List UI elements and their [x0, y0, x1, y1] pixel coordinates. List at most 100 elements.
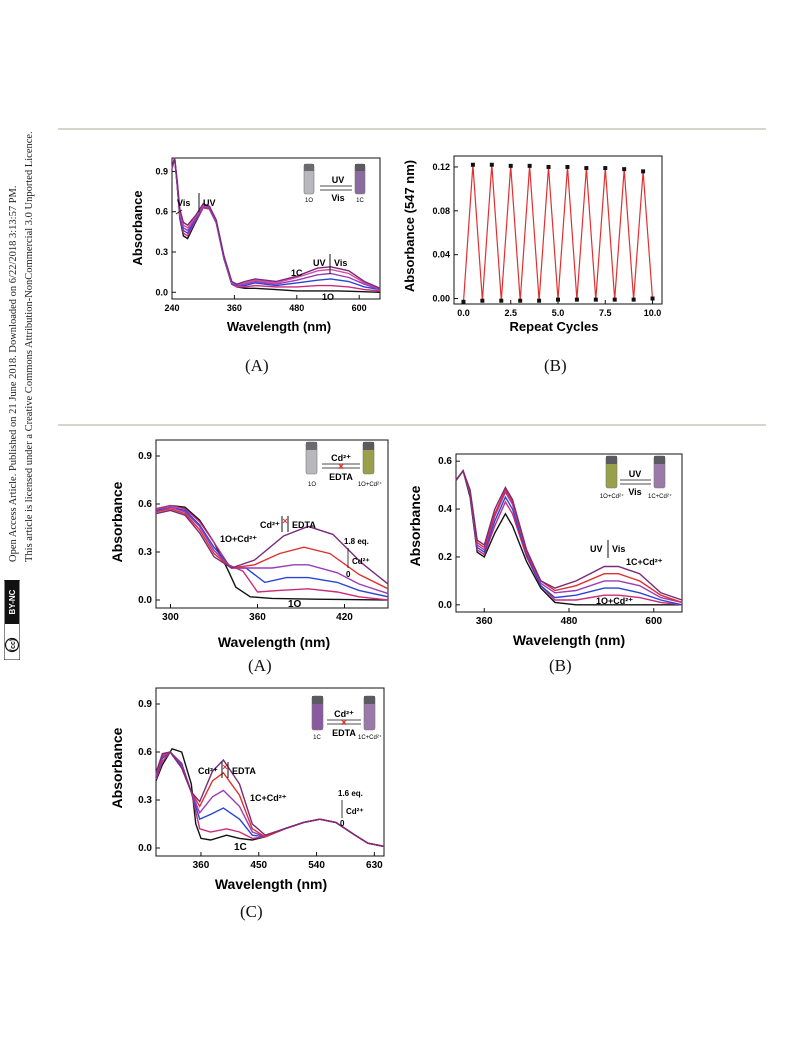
- fig1B-frame: [453, 155, 663, 305]
- fig1A-annot-uv2: UV: [313, 258, 326, 268]
- fig2B-annot-1CCd: 1C+Cd²⁺: [626, 557, 663, 567]
- fig2A-annot-1OCd: 1O+Cd²⁺: [220, 534, 257, 544]
- panel-label-fig2B: (B): [549, 656, 572, 675]
- fig2C-xtick-label: 360: [193, 860, 210, 871]
- fig1A-inset-arrow-bottom: Vis: [331, 193, 344, 203]
- fig1A-series-line-3: [171, 157, 381, 291]
- fig2C-inset-blocked-icon: ×: [341, 717, 347, 729]
- fig1A-frame: [171, 157, 381, 300]
- fig1B-data-point: [641, 169, 646, 174]
- panel-label-fig1B: (B): [544, 356, 567, 375]
- fig2B-series-line-1: [455, 469, 683, 606]
- fig2C-ylabel: Absorbance: [109, 727, 125, 808]
- fig2C-ytick-label: 0.0: [138, 843, 152, 854]
- fig2B-ytick-label: 0.0: [438, 600, 452, 611]
- fig2C-ytick-label: 0.9: [138, 699, 152, 710]
- fig1B-xtick-label: 10.0: [644, 308, 662, 318]
- fig2A-ylabel: Absorbance: [109, 481, 125, 562]
- fig2A-series-line-4: [155, 508, 389, 590]
- fig1A-vial-left-cap: [304, 164, 314, 171]
- fig2A-annot-blocked-icon: ×: [282, 516, 287, 526]
- fig1A-annot-pointer: [175, 209, 183, 215]
- fig1B-ylabel: Absorbance (547 nm): [402, 160, 417, 292]
- fig2C-ytick-label: 0.3: [138, 795, 152, 806]
- fig2A-inset-arrow-top: Cd²⁺: [331, 453, 351, 463]
- fig1A-xtick-label: 240: [164, 303, 179, 313]
- fig1B-data-point: [622, 167, 627, 172]
- fig2C-annot-eq: 1.6 eq.: [338, 789, 363, 798]
- fig1B-ytick-label: 0.00: [432, 294, 450, 304]
- fig2C-plot: 0.0 0.3 0.6 0.9 360 450 540 630: [138, 687, 385, 871]
- fig2A-ytick-label: 0.3: [138, 547, 152, 558]
- fig2B-inset-right-label: 1C+Cd²⁺: [648, 493, 672, 500]
- fig2C-annot-1CCd: 1C+Cd²⁺: [250, 793, 287, 803]
- fig2C-inset: Cd²⁺ × EDTA 1C 1C+Cd²⁺: [311, 695, 382, 741]
- fig1B-xlabel: Repeat Cycles: [510, 319, 599, 334]
- fig1A-annot-1O: 1O: [322, 292, 334, 302]
- fig2C-xtick-label: 630: [366, 860, 383, 871]
- fig1B-data-point: [603, 166, 608, 171]
- fig2C-inset-arrow-top: Cd²⁺: [334, 709, 354, 719]
- fig1B-data-point: [489, 162, 494, 167]
- fig1A-vial-right-cap: [355, 164, 365, 171]
- fig2A-annot-eq-cd: Cd²⁺: [352, 557, 370, 566]
- fig1A-inset-left-label: 1O: [305, 198, 313, 204]
- fig2A-frame: [155, 439, 389, 609]
- cc-license-badge[interactable]: BY-NC (cc): [4, 580, 20, 660]
- fig2C-annot-cd: Cd²⁺: [198, 766, 218, 776]
- fig2A-vial-left-cap: [306, 442, 317, 450]
- fig1A-ytick-label: 0.9: [155, 166, 168, 176]
- panel-label-fig2C: (C): [240, 902, 263, 921]
- cc-badge-text: BY-NC: [8, 589, 17, 614]
- fig2B-annot-uv: UV: [590, 544, 603, 554]
- fig1A-ytick-label: 0.3: [155, 247, 168, 257]
- fig2A-annot-eq-zero: 0: [346, 570, 351, 579]
- cc-badge-symbol: (cc): [10, 639, 17, 651]
- fig1B-xtick-label: 5.0: [552, 308, 565, 318]
- fig1B-data-point: [612, 297, 617, 302]
- fig2A-series-line-3: [155, 506, 389, 595]
- chart-fig2A: 0.0 0.3 0.6 0.9 300 360 420 Absorbance Wavelen…: [109, 439, 389, 650]
- fig1B-plot: 0.00 0.04 0.08 0.12 0.0 2.5 5.0 7.5 10.0: [432, 155, 663, 318]
- fig1B-data-point: [499, 298, 504, 303]
- fig2A-series-line-1: [155, 504, 389, 601]
- fig2C-xtick-label: 450: [250, 860, 267, 871]
- fig1A-inset-right-label: 1C: [356, 198, 364, 204]
- fig1B-data-point: [508, 163, 513, 168]
- fig2B-inset-left-label: 1O+Cd²⁺: [600, 493, 624, 500]
- fig1B-data-point: [631, 297, 636, 302]
- fig2C-ytick-label: 0.6: [138, 747, 152, 758]
- fig1A-xtick-label: 360: [227, 303, 242, 313]
- fig2C-annot-eq-zero: 0: [340, 819, 345, 828]
- fig1B-data-point: [546, 164, 551, 169]
- fig1A-annot-uv: UV: [203, 198, 216, 208]
- fig2B-ylabel: Absorbance: [407, 485, 423, 566]
- fig1A-annot-vis2: Vis: [334, 258, 347, 268]
- chart-fig2B: 0.0 0.2 0.4 0.6 360 480 600 Absorbance Wavelen…: [407, 453, 683, 648]
- fig2B-ytick-label: 0.6: [438, 456, 452, 467]
- fig1A-series-line-4: [171, 157, 381, 289]
- fig1B-data-point: [593, 297, 598, 302]
- fig2C-annot-eq-cd: Cd²⁺: [346, 807, 364, 816]
- chart-fig2C: 0.0 0.3 0.6 0.9 360 450 540 630 Absorbance Wave…: [109, 687, 385, 892]
- fig1B-ytick-label: 0.12: [432, 162, 450, 172]
- fig2A-ytick-label: 0.0: [138, 595, 152, 606]
- fig2B-inset: UV Vis 1O+Cd²⁺ 1C+Cd²⁺: [600, 455, 672, 500]
- license-line-1: Open Access Article. Published on 21 Jun…: [8, 185, 19, 562]
- fig2A-xtick-label: 420: [336, 612, 353, 623]
- fig1A-ytick-label: 0.6: [155, 207, 168, 217]
- fig1B-xtick-label: 7.5: [599, 308, 612, 318]
- fig2C-vial-left-cap: [312, 696, 323, 704]
- fig1B-data-point: [518, 298, 523, 303]
- fig1A-inset: UV Vis 1O 1C: [303, 163, 366, 204]
- fig2C-vial-right-cap: [364, 696, 375, 704]
- panel-label-fig1A: (A): [245, 356, 269, 375]
- fig1B-data-point: [537, 298, 542, 303]
- fig2A-inset-blocked-icon: ×: [338, 461, 344, 473]
- fig1B-data-point: [584, 166, 589, 171]
- fig1B-ytick-label: 0.04: [432, 250, 450, 260]
- fig1A-ytick-label: 0.0: [155, 287, 168, 297]
- fig1B-data-point: [461, 299, 466, 304]
- fig2C-inset-right-label: 1C+Cd²⁺: [358, 734, 382, 741]
- fig1A-series-line-5: [171, 157, 381, 289]
